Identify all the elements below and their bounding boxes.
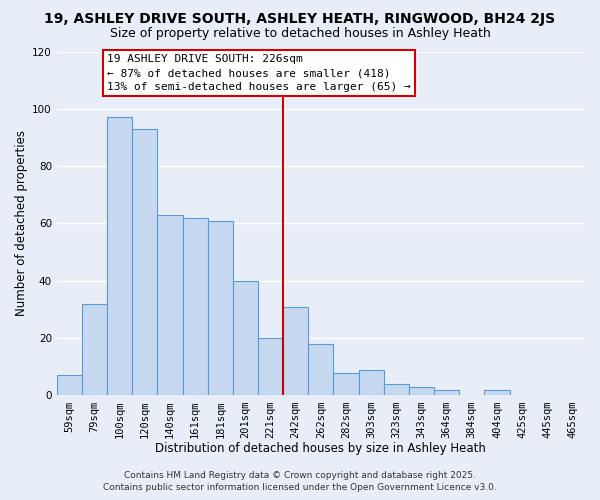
X-axis label: Distribution of detached houses by size in Ashley Heath: Distribution of detached houses by size … (155, 442, 487, 455)
Bar (308, 344, 334, 396)
Text: 19 ASHLEY DRIVE SOUTH: 226sqm
← 87% of detached houses are smaller (418)
13% of : 19 ASHLEY DRIVE SOUTH: 226sqm ← 87% of d… (107, 54, 411, 92)
Text: Contains HM Land Registry data © Crown copyright and database right 2025.
Contai: Contains HM Land Registry data © Crown c… (103, 471, 497, 492)
Bar (82, 304, 107, 396)
Bar (182, 218, 208, 396)
Bar (484, 390, 509, 396)
Text: Size of property relative to detached houses in Ashley Heath: Size of property relative to detached ho… (110, 28, 490, 40)
Bar (258, 338, 283, 396)
Bar (132, 129, 157, 396)
Bar (107, 118, 132, 396)
Bar (334, 372, 359, 396)
Bar (434, 390, 459, 396)
Y-axis label: Number of detached properties: Number of detached properties (15, 130, 28, 316)
Bar (157, 215, 182, 396)
Bar (283, 306, 308, 396)
Bar (57, 376, 82, 396)
Bar (409, 387, 434, 396)
Bar (233, 281, 258, 396)
Bar (208, 220, 233, 396)
Bar (359, 370, 384, 396)
Text: 19, ASHLEY DRIVE SOUTH, ASHLEY HEATH, RINGWOOD, BH24 2JS: 19, ASHLEY DRIVE SOUTH, ASHLEY HEATH, RI… (44, 12, 556, 26)
Bar (384, 384, 409, 396)
